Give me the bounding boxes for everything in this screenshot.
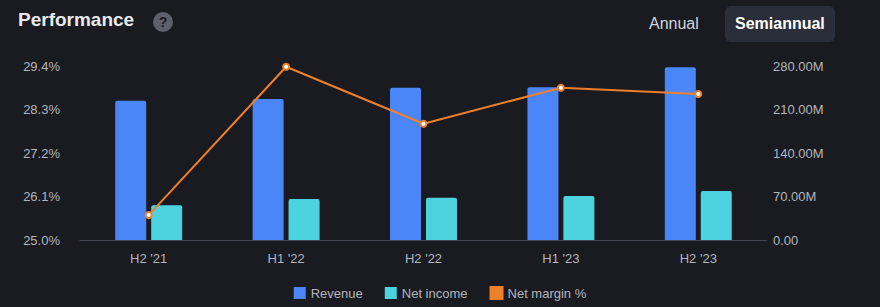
svg-text:26.1%: 26.1% (23, 189, 60, 204)
svg-text:H2 '23: H2 '23 (680, 251, 717, 266)
svg-text:H1 '22: H1 '22 (268, 251, 305, 266)
svg-text:210.00M: 210.00M (773, 102, 824, 117)
svg-text:H2 '21: H2 '21 (130, 251, 167, 266)
svg-text:0.00: 0.00 (773, 233, 798, 248)
svg-text:27.2%: 27.2% (23, 146, 60, 161)
svg-text:Net income: Net income (402, 286, 468, 301)
svg-text:H1 '23: H1 '23 (542, 251, 579, 266)
svg-text:25.0%: 25.0% (23, 233, 60, 248)
svg-text:29.4%: 29.4% (23, 59, 60, 74)
html-text:Semiannual: Semiannual (735, 15, 825, 32)
svg-text:280.00M: 280.00M (773, 59, 824, 74)
svg-text:Net margin %: Net margin % (508, 286, 587, 301)
html-text:Annual: Annual (649, 15, 699, 32)
svg-text:140.00M: 140.00M (773, 146, 824, 161)
svg-text:70.00M: 70.00M (773, 189, 816, 204)
svg-text:H2 '22: H2 '22 (405, 251, 442, 266)
svg-text:Revenue: Revenue (311, 286, 363, 301)
html-text:Performance: Performance (18, 9, 135, 30)
svg-text:28.3%: 28.3% (23, 102, 60, 117)
